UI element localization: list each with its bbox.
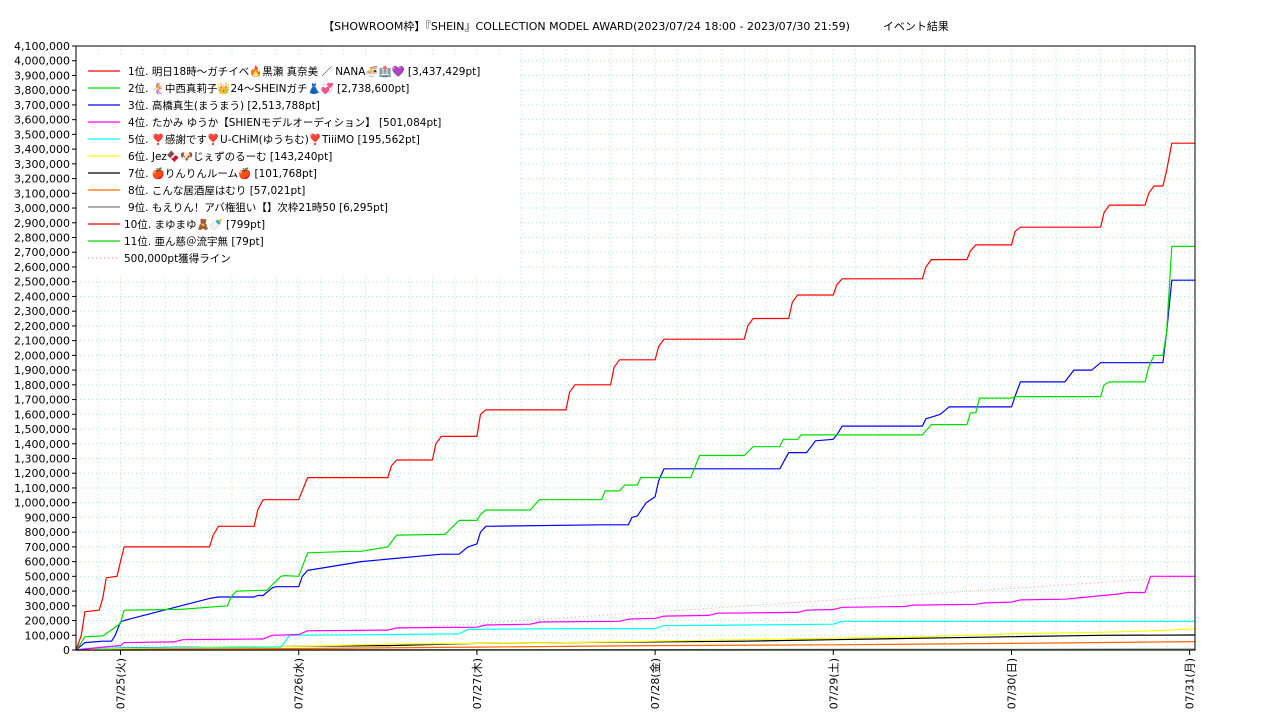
- y-tick-label: 1,200,000: [14, 467, 70, 480]
- y-tick-label: 400,000: [25, 585, 71, 598]
- y-tick-label: 200,000: [25, 615, 71, 628]
- x-tick-label: 07/27(木): [471, 658, 484, 709]
- series-line-5: [75, 620, 1195, 651]
- legend-label-2: 2位. 🧜‍♀️中西真莉子👑24〜SHEINガチ👗💞 [2,738,600pt]: [128, 82, 409, 95]
- y-tick-label: 3,700,000: [14, 99, 70, 112]
- y-tick-label: 500,000: [25, 570, 71, 583]
- y-tick-label: 3,000,000: [14, 202, 70, 215]
- y-tick-label: 3,500,000: [14, 128, 70, 141]
- y-tick-label: 900,000: [25, 511, 71, 524]
- y-tick-label: 1,800,000: [14, 379, 70, 392]
- series-line-3: [75, 279, 1195, 651]
- y-tick-label: 3,400,000: [14, 143, 70, 156]
- series-line-1: [75, 142, 1195, 651]
- y-tick-label: 3,300,000: [14, 158, 70, 171]
- y-tick-label: 2,700,000: [14, 246, 70, 259]
- series-line-2: [75, 245, 1195, 651]
- y-tick-label: 2,300,000: [14, 305, 70, 318]
- legend-label-10: 10位. まゆまゆ🧸🍼 [799pt]: [124, 218, 265, 231]
- y-tick-label: 0: [63, 644, 70, 657]
- x-axis-ticks: 07/25(火) 07/26(水) 07/27(木) 07/28(金) 07/29(土)…: [115, 650, 1197, 709]
- legend-label-4: 4位. たかみ ゆうか【SHIENモデルオーディション】 [501,084pt]: [128, 116, 441, 129]
- x-tick-label: 07/30(日): [1005, 658, 1018, 709]
- legend-label-1: 1位. 明日18時〜ガチイベ🔥黒瀬 真奈美 ／ NANA🍜🏥💜 [3,437,4…: [128, 65, 480, 78]
- x-tick-label: 07/26(水): [293, 658, 306, 709]
- y-tick-label: 600,000: [25, 556, 71, 569]
- x-tick-label: 07/25(火): [115, 658, 128, 709]
- x-tick-label: 07/31(月): [1184, 658, 1197, 709]
- y-tick-label: 1,000,000: [14, 497, 70, 510]
- y-tick-label: 1,300,000: [14, 452, 70, 465]
- legend: 1位. 明日18時〜ガチイベ🔥黒瀬 真奈美 ／ NANA🍜🏥💜 [3,437,4…: [80, 58, 518, 276]
- y-tick-label: 3,900,000: [14, 69, 70, 82]
- legend-label-11: 11位. 亜ん慈＠流宇無 [79pt]: [124, 235, 264, 248]
- x-tick-label: 07/28(金): [648, 658, 662, 709]
- y-tick-label: 2,600,000: [14, 261, 70, 274]
- y-tick-label: 1,900,000: [14, 364, 70, 377]
- y-tick-label: 2,800,000: [14, 232, 70, 245]
- y-tick-label: 2,000,000: [14, 349, 70, 362]
- y-tick-label: 800,000: [25, 526, 71, 539]
- y-tick-label: 1,700,000: [14, 394, 70, 407]
- chart-title: 【SHOWROOM枠】『SHEIN』COLLECTION MODEL AWARD…: [323, 19, 949, 33]
- y-tick-label: 1,100,000: [14, 482, 70, 495]
- y-tick-label: 3,600,000: [14, 114, 70, 127]
- y-tick-label: 4,000,000: [14, 55, 70, 68]
- y-tick-label: 1,500,000: [14, 423, 70, 436]
- legend-label-12: 500,000pt獲得ライン: [124, 252, 231, 265]
- y-tick-label: 300,000: [25, 600, 71, 613]
- y-tick-label: 2,400,000: [14, 290, 70, 303]
- reference-line-layer: [75, 575, 1196, 651]
- legend-label-5: 5位. ❣️感謝です❣️U-CHiM(ゆうちむ)❣️TiiiMO [195,56…: [128, 133, 420, 146]
- x-tick-label: 07/29(土): [827, 658, 840, 709]
- series-line-4: [75, 575, 1195, 651]
- y-tick-label: 3,800,000: [14, 84, 70, 97]
- plot-frame: [75, 45, 1196, 651]
- legend-label-7: 7位. 🍎りんりんルーム🍎 [101,768pt]: [128, 167, 317, 180]
- legend-label-9: 9位. もえりん！アバ権狙い【】次枠21時50 [6,295pt]: [128, 201, 388, 214]
- legend-box: [80, 58, 518, 276]
- y-tick-label: 2,200,000: [14, 320, 70, 333]
- series-line-6: [75, 628, 1196, 651]
- y-tick-label: 100,000: [25, 629, 71, 642]
- y-tick-label: 2,500,000: [14, 276, 70, 289]
- legend-label-8: 8位. こんな居酒屋はむり [57,021pt]: [128, 184, 305, 197]
- y-tick-label: 3,200,000: [14, 173, 70, 186]
- y-tick-label: 1,600,000: [14, 408, 70, 421]
- y-tick-label: 1,400,000: [14, 438, 70, 451]
- legend-label-6: 6位. Jez🍫🐶じぇずのるーむ [143,240pt]: [128, 150, 332, 163]
- y-tick-label: 2,900,000: [14, 217, 70, 230]
- y-tick-label: 4,100,000: [14, 40, 70, 53]
- y-tick-label: 2,100,000: [14, 335, 70, 348]
- series-line-8: [75, 641, 1196, 651]
- reference-line-500000: [75, 575, 1196, 651]
- y-tick-label: 700,000: [25, 541, 71, 554]
- legend-label-3: 3位. 高橋真生(まうまう) [2,513,788pt]: [128, 99, 320, 112]
- y-tick-label: 3,100,000: [14, 187, 70, 200]
